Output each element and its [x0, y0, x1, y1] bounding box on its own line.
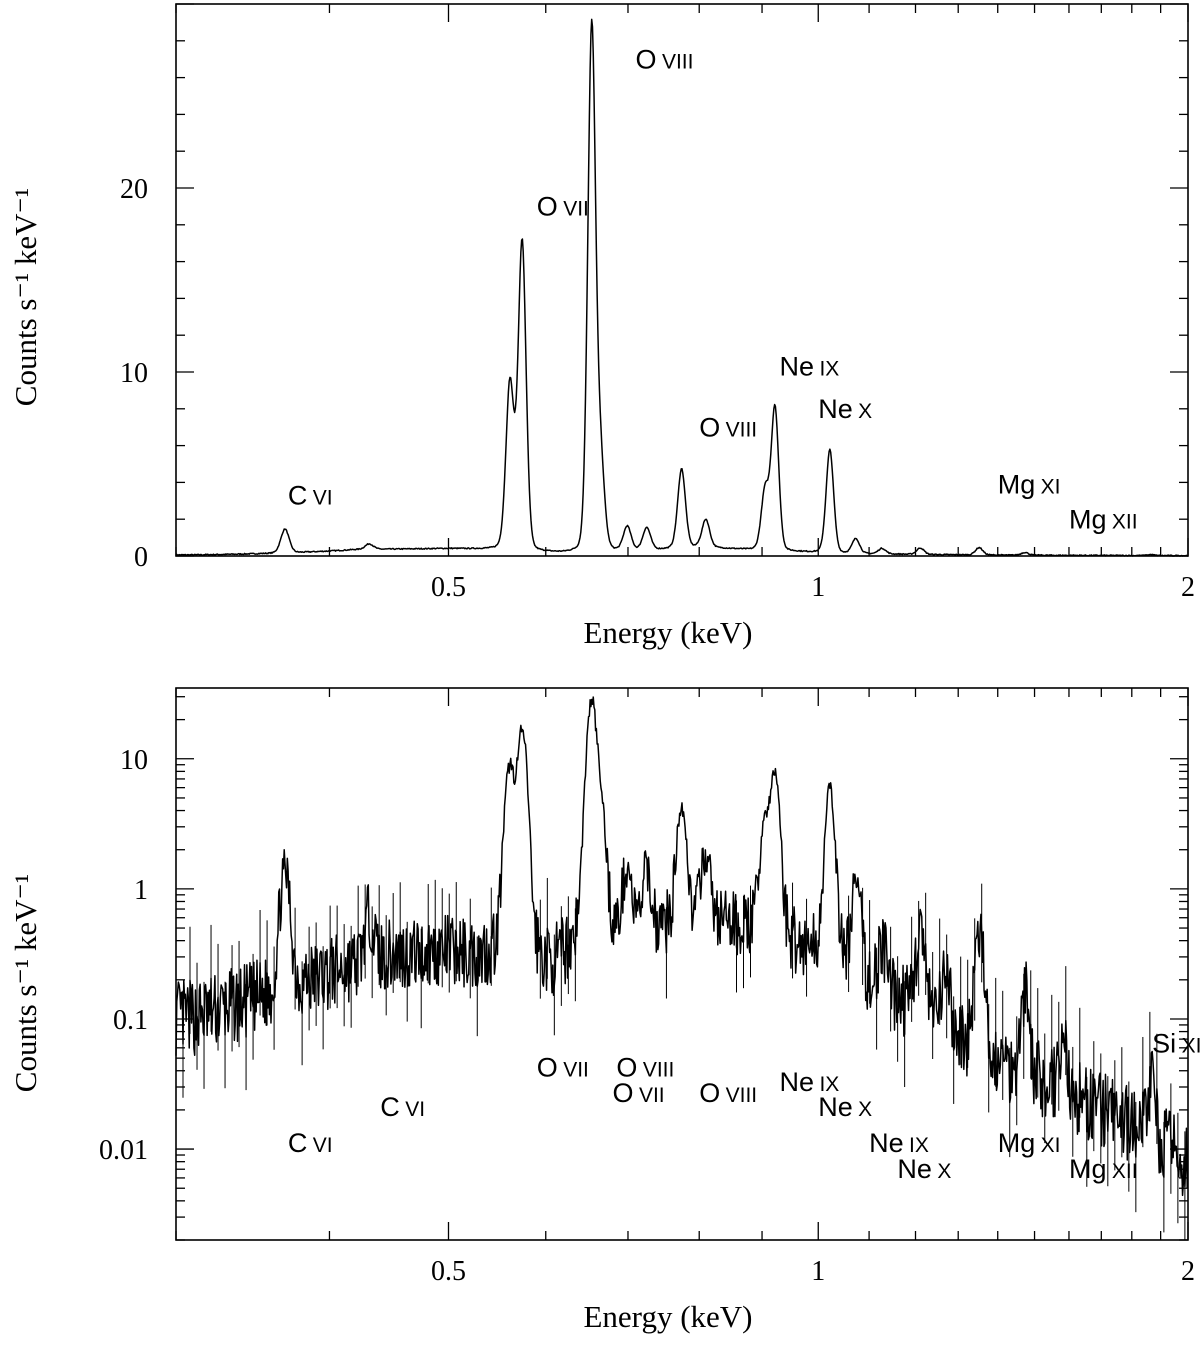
bottom-line-label: O VII: [613, 1078, 665, 1108]
bottom-line-label: C VI: [288, 1128, 333, 1158]
bottom-spectrum-marks: [175, 696, 1189, 1240]
bottom-line-label: C VI: [380, 1092, 425, 1122]
bottom-y-tick-label: 0.1: [113, 1005, 148, 1036]
top-spectrum-line: [175, 18, 1189, 557]
bottom-spectrum-line: [175, 696, 1189, 1197]
top-x-tick-label: 0.5: [431, 572, 466, 603]
top-line-label: Ne IX: [780, 352, 840, 382]
top-line-label: O VII: [537, 192, 589, 222]
bottom-line-label: Ne X: [818, 1092, 872, 1122]
top-y-tick-label: 10: [120, 358, 148, 389]
top-line-label: C VI: [288, 480, 333, 510]
bottom-line-label: Mg XII: [1069, 1154, 1138, 1184]
bottom-y-tick-label: 10: [120, 745, 148, 776]
top-plot-frame: [175, 3, 1189, 557]
top-line-label: Mg XI: [998, 469, 1061, 499]
bottom-line-label: O VIII: [699, 1078, 757, 1108]
bottom-line-label: Si XIII: [1152, 1029, 1200, 1059]
bottom-plot-frame: [175, 687, 1189, 1241]
top-spectrum-marks: [175, 18, 1189, 557]
bottom-y-axis-label: Counts s⁻¹ keV⁻¹: [8, 874, 43, 1092]
top-y-tick-label: 20: [120, 174, 148, 205]
top-line-labels: C VI O VII O VIII O VIII Ne IX Ne X Mg XI Mg XI…: [288, 44, 1138, 534]
bottom-line-label: Ne IX: [869, 1128, 929, 1158]
top-line-label: Mg XII: [1069, 504, 1138, 534]
top-line-label: O VIII: [699, 412, 757, 442]
bottom-x-tick-label: 2: [1181, 1256, 1195, 1287]
top-line-label: Ne X: [818, 394, 872, 424]
bottom-x-tick-label: 1: [811, 1256, 825, 1287]
bottom-line-label: Ne X: [897, 1154, 951, 1184]
bottom-y-tick-label: 1: [134, 875, 148, 906]
bottom-line-label: Ne IX: [780, 1067, 840, 1097]
top-y-tick-label: 0: [134, 542, 148, 573]
bottom-x-axis-label: Energy (keV): [583, 1299, 752, 1334]
top-y-axis-label: Counts s⁻¹ keV⁻¹: [8, 188, 43, 406]
bottom-line-label: O VIII: [616, 1053, 674, 1083]
bottom-line-label: Mg XI: [998, 1128, 1061, 1158]
bottom-line-label: O VII: [537, 1053, 589, 1083]
top-line-label: O VIII: [636, 44, 694, 74]
top-x-axis-label: Energy (keV): [583, 615, 752, 650]
bottom-x-tick-label: 0.5: [431, 1256, 466, 1287]
top-x-tick-label: 1: [811, 572, 825, 603]
bottom-ticks: 0.5 1 2 0.01 0.1 1 10: [99, 688, 1195, 1287]
top-x-tick-label: 2: [1181, 572, 1195, 603]
bottom-y-tick-label: 0.01: [99, 1135, 148, 1166]
